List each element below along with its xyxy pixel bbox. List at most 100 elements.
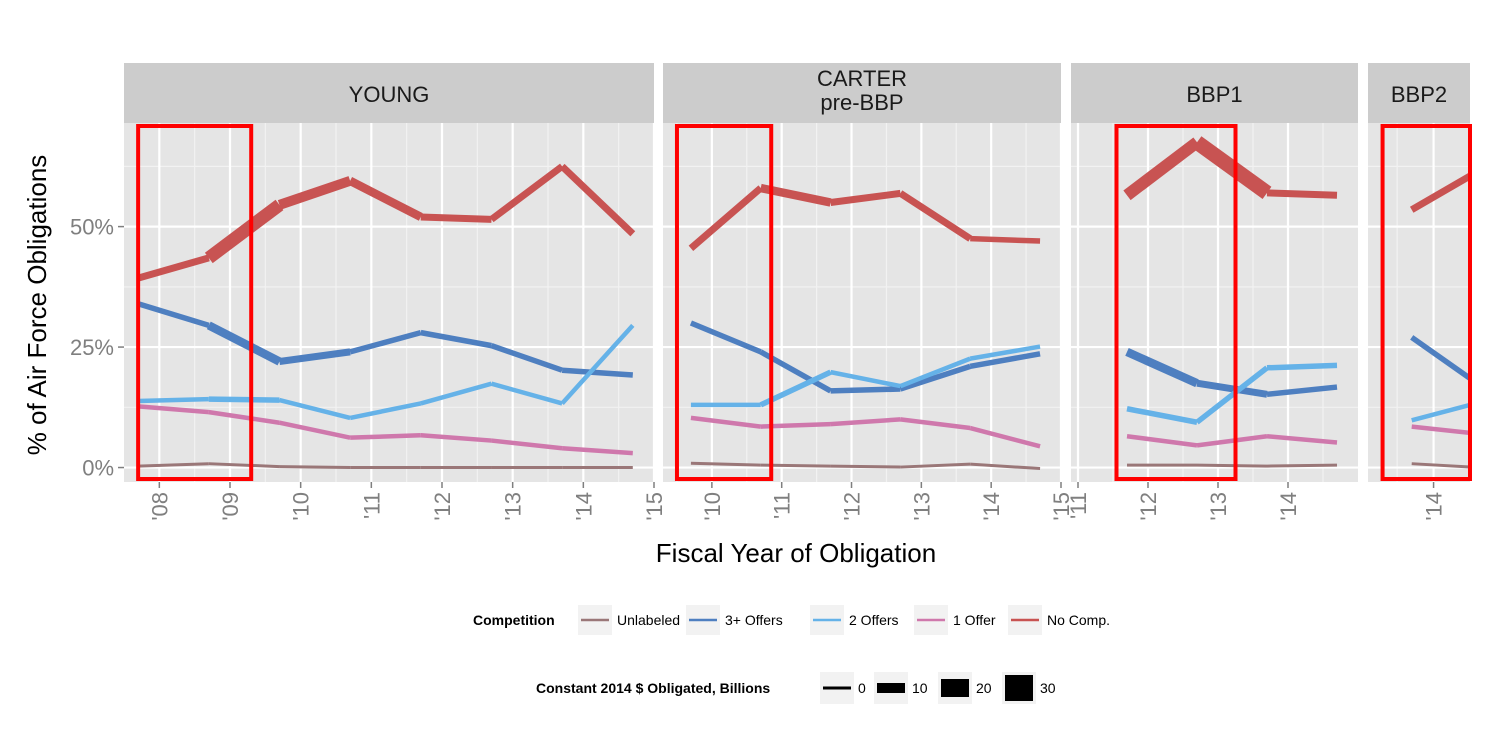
series-line-segment	[969, 425, 1041, 449]
series-line-segment	[138, 396, 209, 404]
panel-title: YOUNG	[349, 82, 430, 107]
x-tick-label: '12	[430, 492, 455, 521]
series-group	[1123, 136, 1338, 468]
x-tick-label: '11	[1066, 492, 1091, 519]
series-line-segment	[1196, 433, 1268, 448]
series-line-segment	[560, 323, 635, 405]
x-tick-label: '09	[218, 492, 243, 521]
x-tick-label: '14	[1422, 492, 1447, 521]
legend-item-label: Unlabeled	[617, 612, 680, 628]
size-legend-label: 0	[858, 680, 866, 696]
series-line-segment	[1266, 362, 1338, 371]
series-line-segment	[137, 254, 210, 282]
panel-strip	[124, 63, 654, 123]
series-line-segment	[1266, 463, 1338, 468]
x-tick-label: '14	[571, 492, 596, 521]
series-line-segment	[899, 363, 972, 392]
panel-strip	[1368, 63, 1470, 123]
legend-item-label: 1 Offer	[953, 612, 996, 628]
series-line-segment	[830, 369, 901, 389]
series-line-segment	[970, 462, 1041, 471]
series-line-segment	[690, 415, 762, 429]
panel-2: BBP1 '11 '12 '13 '14	[1066, 63, 1358, 521]
series-line-segment	[898, 190, 973, 242]
panel-background	[124, 123, 654, 482]
series-line-segment	[279, 420, 351, 440]
series-line-segment	[830, 189, 901, 206]
x-tick-label: '10	[700, 492, 725, 521]
x-tick-label: '11	[359, 492, 384, 519]
series-line-segment	[1409, 172, 1470, 213]
series-line-segment	[1126, 433, 1198, 448]
x-tick-label: '13	[1206, 492, 1231, 521]
highlight-box	[1380, 124, 1472, 481]
panel-title: pre-BBP	[820, 90, 903, 115]
x-tick-label: '14	[1276, 492, 1301, 521]
x-axis-title: Fiscal Year of Obligation	[656, 538, 936, 568]
y-axis-title: % of Air Force Obligations	[22, 155, 52, 456]
highlight-box	[136, 124, 254, 481]
series-line-segment	[1196, 379, 1268, 398]
series-line-segment	[1266, 384, 1338, 398]
series-line-segment	[420, 213, 492, 223]
series-line-segment	[1195, 365, 1269, 425]
legend-competition-title: Competition	[473, 612, 555, 628]
panel-strip	[663, 63, 1061, 123]
x-tick-label: '14	[979, 492, 1004, 521]
series-line-segment	[559, 163, 636, 237]
series-line-segment	[561, 446, 633, 456]
series-line-segment	[1123, 137, 1201, 201]
series-line-segment	[420, 381, 493, 406]
panel-0: YOUNG '08 '09 '10 '11 '12 '13 '14 '15 0% 25% 50%	[70, 63, 667, 521]
y-tick-label: 50%	[70, 215, 114, 240]
x-tick-label: '11	[770, 492, 795, 519]
legend-item-label: 3+ Offers	[725, 612, 783, 628]
series-group	[137, 163, 636, 470]
highlight-box	[1114, 124, 1238, 481]
series-line-segment	[1126, 406, 1198, 425]
panel-3: BBP2 '14	[1368, 63, 1472, 521]
x-tick-label: '13	[501, 492, 526, 521]
series-line-segment	[1411, 424, 1470, 436]
series-line-segment	[490, 381, 563, 406]
series-line-segment	[349, 401, 422, 421]
series-line-segment	[277, 176, 352, 210]
y-tick-label: 0%	[82, 456, 114, 481]
series-line-segment	[830, 464, 901, 469]
panel-background	[1071, 123, 1358, 482]
size-legend-label: 30	[1040, 680, 1056, 696]
series-line-segment	[420, 433, 492, 443]
series-line-segment	[561, 367, 633, 378]
series-line-segment	[899, 356, 972, 389]
legend-competition: Competition Unlabeled 3+ Offers 2 Offers 1 …	[473, 605, 1110, 635]
panel-title: CARTER	[817, 66, 907, 91]
series-line-segment	[348, 177, 423, 221]
series-line-segment	[208, 396, 280, 403]
y-tick-label: 25%	[70, 335, 114, 360]
series-line-segment	[900, 462, 971, 469]
series-line-segment	[490, 343, 564, 373]
legend-size-title: Constant 2014 $ Obligated, Billions	[536, 680, 770, 696]
x-tick-label: '10	[289, 492, 314, 521]
series-line-segment	[830, 417, 901, 427]
series-line-segment	[208, 462, 280, 469]
series-group	[688, 183, 1041, 471]
x-tick-label: '13	[909, 492, 934, 521]
series-line-segment	[1192, 136, 1272, 199]
series-line-segment	[279, 465, 351, 470]
series-line-segment	[349, 329, 422, 355]
x-tick-label: '12	[1136, 492, 1161, 521]
series-line-segment	[138, 462, 209, 468]
size-key-swatch	[823, 686, 851, 690]
series-line-segment	[491, 438, 563, 451]
x-tick-label: '08	[147, 492, 172, 521]
series-line-segment	[1411, 462, 1470, 469]
panel-strip	[1071, 63, 1358, 123]
panel-background	[663, 123, 1061, 482]
series-line-segment	[489, 163, 565, 223]
series-line-segment	[1266, 189, 1338, 199]
series-line-segment	[969, 351, 1041, 370]
